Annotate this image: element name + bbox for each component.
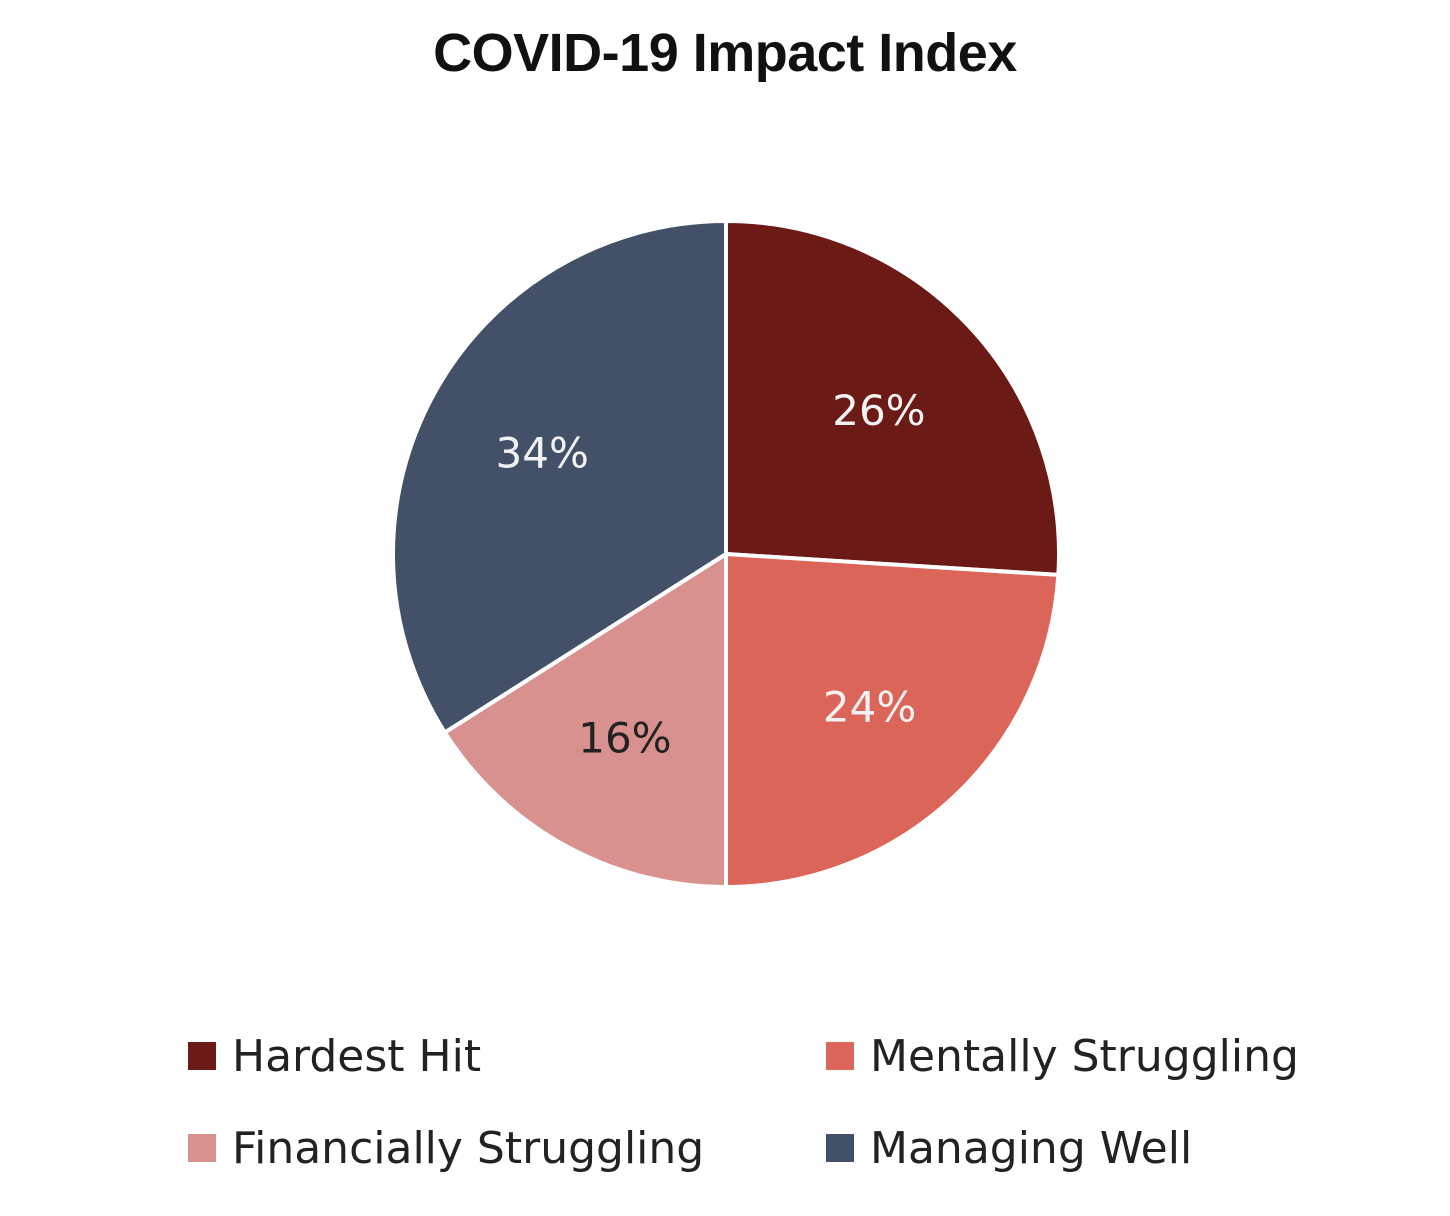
pie-data-labels: 26% 24% 16% 34% xyxy=(496,386,926,762)
pie-slice-hardest-hit xyxy=(724,219,1061,577)
pie-slice-managing-well xyxy=(391,219,728,735)
pie-slice-mentally-struggling xyxy=(724,552,1061,889)
pie-slice-financially-struggling xyxy=(442,552,728,889)
data-label-managing-well: 34% xyxy=(496,428,589,477)
data-label-hardest-hit: 26% xyxy=(832,386,925,435)
data-label-mentally-struggling: 24% xyxy=(823,682,916,731)
pie-slices xyxy=(391,219,1061,889)
data-label-financially-struggling: 16% xyxy=(578,713,671,762)
chart-title: COVID-19 Impact Index xyxy=(433,23,1017,83)
